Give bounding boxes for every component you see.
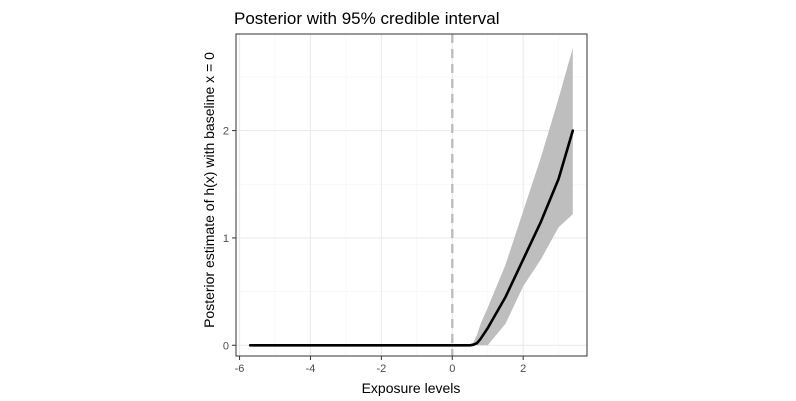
y-tick-label: 0 (223, 340, 229, 352)
x-tick-label: -4 (306, 363, 316, 375)
y-tick-label: 2 (223, 126, 229, 138)
panel-border (235, 33, 588, 357)
y-tick-label: 1 (223, 233, 229, 245)
x-tick-label: 0 (449, 363, 455, 375)
y-axis-title: Posterior estimate of h(x) with baseline… (201, 52, 217, 328)
credible-interval-layer (250, 48, 573, 346)
x-tick-label: 2 (520, 363, 526, 375)
x-axis-title: Exposure levels (362, 380, 461, 396)
chart-title: Posterior with 95% credible interval (234, 9, 500, 28)
estimate-line-layer (248, 129, 575, 347)
axis-ticks: -6 -4 -2 0 2 0 1 2 (223, 126, 526, 375)
x-tick-label: -2 (376, 363, 386, 375)
credible-interval-band (250, 48, 573, 346)
x-tick-label: -6 (235, 363, 245, 375)
posterior-estimate-line (248, 129, 575, 347)
